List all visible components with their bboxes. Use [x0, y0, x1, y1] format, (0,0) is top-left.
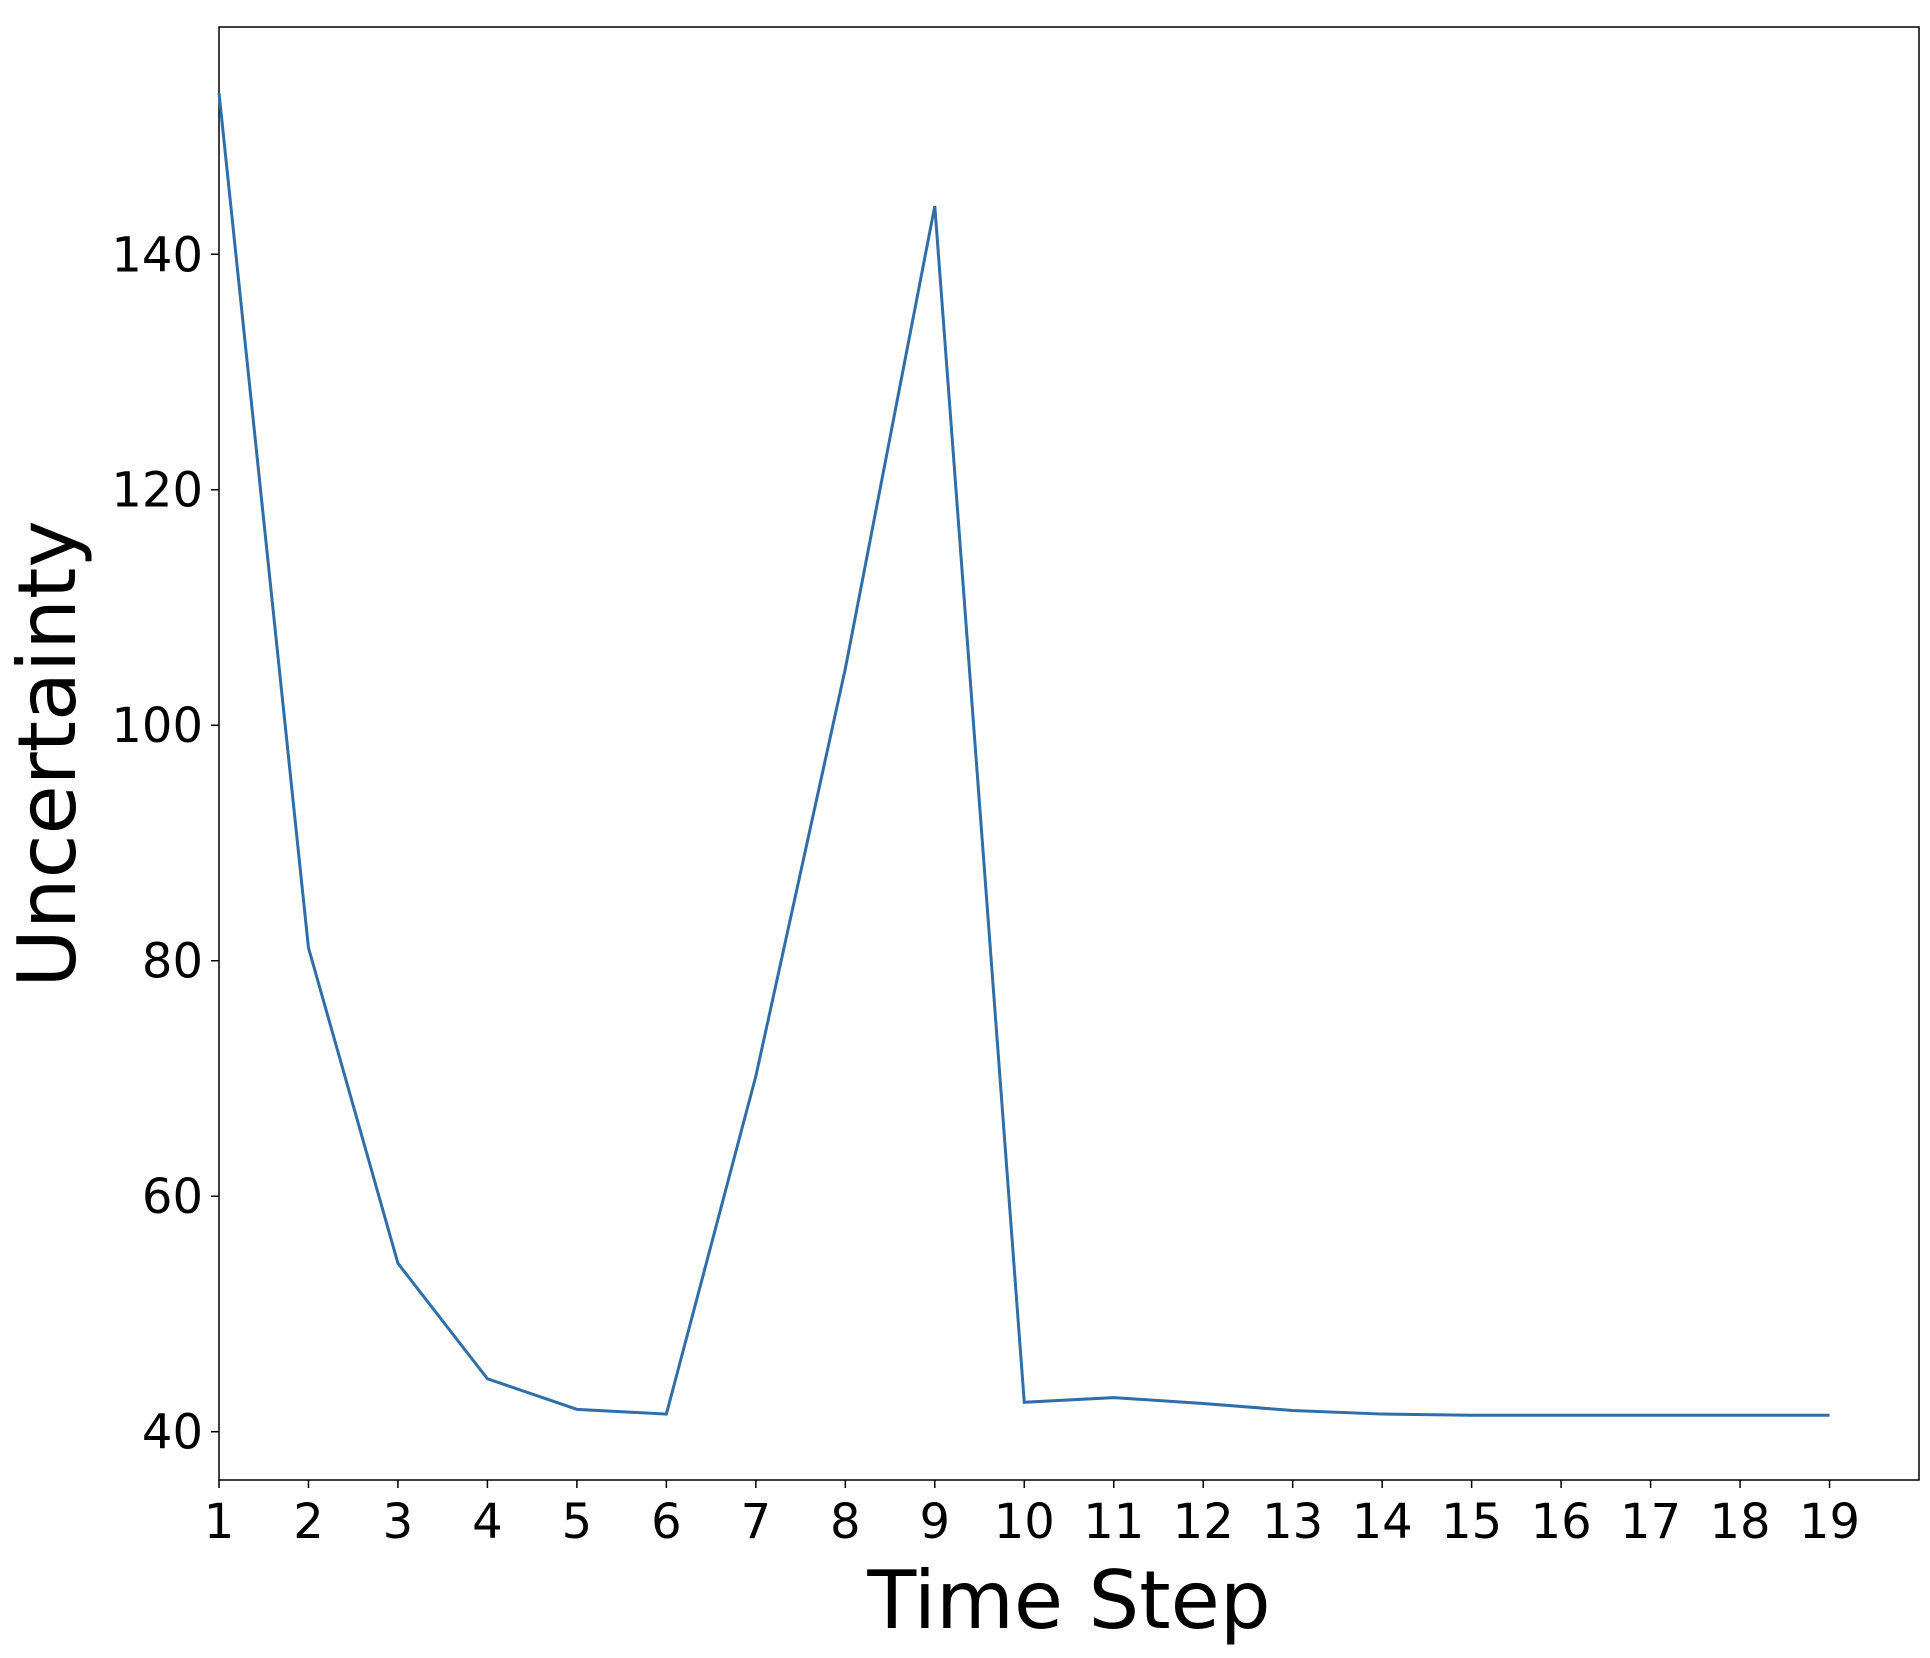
- plot-frame: [218, 26, 1920, 1481]
- x-tick-label: 8: [830, 1494, 861, 1550]
- x-tick-label: 9: [920, 1494, 951, 1550]
- x-tick-label: 12: [1173, 1494, 1234, 1550]
- line-series: [217, 92, 1830, 1417]
- y-tick-label: 140: [111, 227, 203, 283]
- x-tick-label: 19: [1799, 1494, 1860, 1550]
- x-tick-label: 10: [994, 1494, 1055, 1550]
- x-tick-label: 6: [651, 1494, 682, 1550]
- x-tick-label: 18: [1710, 1494, 1771, 1550]
- x-tick-label: 2: [293, 1494, 324, 1550]
- x-tick-label: 3: [383, 1494, 414, 1550]
- x-tick-label: 7: [741, 1494, 772, 1550]
- y-axis-label: Uncertainty: [1, 520, 94, 987]
- x-tick-label: 11: [1083, 1494, 1144, 1550]
- y-tick-label: 80: [142, 934, 203, 990]
- x-tick-label: 16: [1531, 1494, 1592, 1550]
- x-tick-label: 13: [1262, 1494, 1323, 1550]
- y-tick-label: 60: [142, 1169, 203, 1225]
- x-axis-label: Time Step: [866, 1554, 1270, 1647]
- x-tick-label: 4: [472, 1494, 503, 1550]
- x-tick-label: 5: [562, 1494, 593, 1550]
- x-tick-label: 14: [1352, 1494, 1413, 1550]
- y-tick-label: 40: [142, 1405, 203, 1461]
- x-tick-label: 17: [1620, 1494, 1681, 1550]
- y-tick-label: 120: [111, 463, 203, 519]
- x-tick-label: 15: [1441, 1494, 1502, 1550]
- y-tick-label: 100: [111, 698, 203, 754]
- x-tick-label: 1: [204, 1494, 235, 1550]
